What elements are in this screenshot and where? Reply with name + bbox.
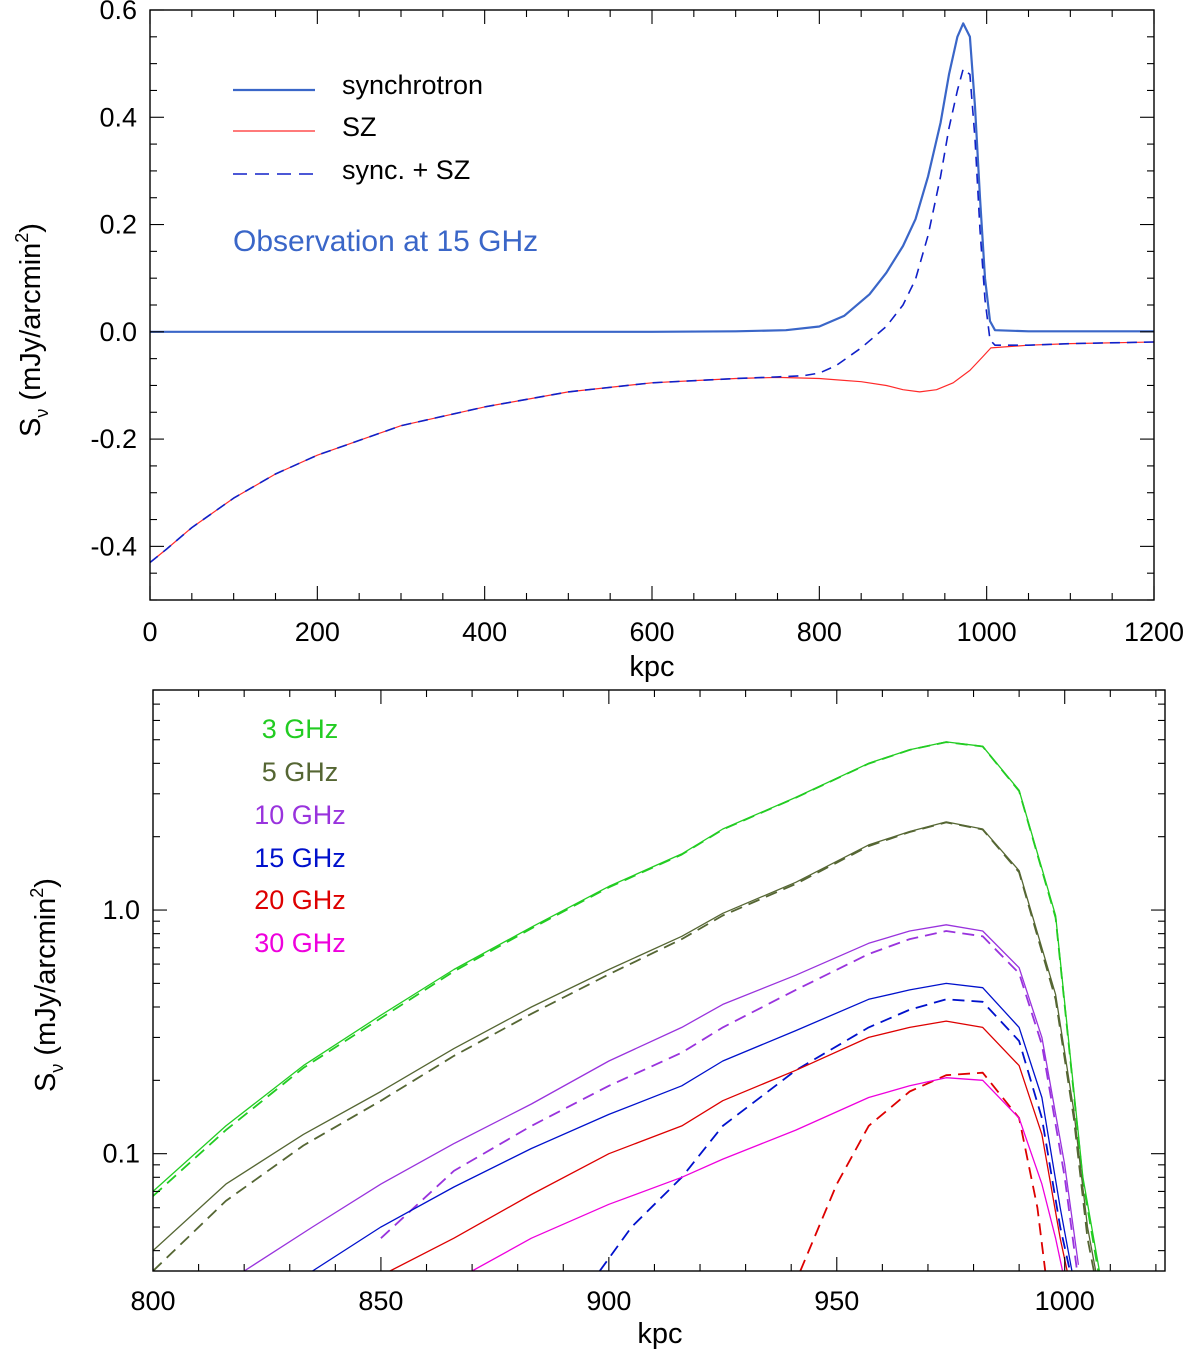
x-tick-label: 900 [586, 1286, 631, 1316]
series-line-15-ghz-solid [312, 982, 1073, 1271]
x-tick-label: 1200 [1124, 617, 1184, 647]
series-line-3-ghz-dashed [153, 741, 1100, 1271]
series-line-15-ghz-dashed [598, 998, 1071, 1271]
x-tick-label: 950 [814, 1286, 859, 1316]
x-tick-label: 400 [462, 617, 507, 647]
series-line-sz [149, 341, 1155, 563]
bottom-x-axis-title: kpc [637, 1318, 682, 1350]
y-tick-label: -0.2 [90, 424, 137, 454]
top-x-axis-title: kpc [629, 651, 674, 683]
top-axis-ticks [149, 9, 1155, 601]
x-tick-label: 800 [797, 617, 842, 647]
y-tick-label: 0.1 [102, 1139, 140, 1169]
legend-10ghz: 10 GHz [254, 800, 346, 830]
series-line-10-ghz-dashed [380, 930, 1078, 1271]
series-line-10-ghz-solid [243, 924, 1080, 1271]
y-tick-label: 0.2 [99, 210, 137, 240]
x-tick-label: 850 [358, 1286, 403, 1316]
bottom-legend: 3 GHz 5 GHz 10 GHz 15 GHz 20 GHz 30 GHz [254, 714, 346, 958]
bottom-axis-ticks [152, 689, 1165, 1271]
top-panel: 0 200 400 600 800 1000 1200 -0.4 -0.2 0.0 0.2 0.4 0… [12, 0, 1184, 683]
series-line-30-ghz-solid [471, 1077, 1064, 1271]
y-tick-label: 0.6 [99, 0, 137, 25]
y-tick-label: -0.4 [90, 531, 137, 561]
legend-30ghz: 30 GHz [254, 928, 346, 958]
series-line-5-ghz-dashed [153, 821, 1095, 1271]
observation-annotation: Observation at 15 GHz [233, 225, 538, 258]
bottom-plot-curves [153, 741, 1101, 1271]
series-line-synchrotron [150, 22, 1154, 333]
y-tick-label: 0.0 [99, 317, 137, 347]
legend-label-sz: SZ [342, 112, 377, 142]
legend-label-synchrotron: synchrotron [342, 70, 483, 100]
legend-5ghz: 5 GHz [262, 757, 339, 787]
top-plot-frame [149, 9, 1155, 601]
top-plot-curves [149, 22, 1155, 564]
legend-3ghz: 3 GHz [262, 714, 339, 744]
series-line-20-ghz-solid [389, 1020, 1068, 1271]
bottom-x-tick-labels: 800 850 900 950 1000 [130, 1286, 1094, 1316]
bottom-panel: 800 850 900 950 1000 0.1 1.0 kpc Sν (mJy/arcm… [27, 689, 1166, 1350]
x-tick-label: 600 [629, 617, 674, 647]
series-line-sync-sz [149, 68, 1155, 564]
top-y-tick-labels: -0.4 -0.2 0.0 0.2 0.4 0.6 [90, 0, 137, 561]
y-tick-label: 1.0 [102, 895, 140, 925]
x-tick-label: 200 [295, 617, 340, 647]
bottom-y-axis-title: Sν (mJy/arcmin2) [27, 878, 67, 1092]
x-tick-label: 1000 [1035, 1286, 1095, 1316]
legend-20ghz: 20 GHz [254, 885, 346, 915]
y-tick-label: 0.4 [99, 102, 137, 132]
x-tick-label: 1000 [957, 617, 1017, 647]
series-line-5-ghz-solid [153, 821, 1097, 1271]
legend-15ghz: 15 GHz [254, 843, 346, 873]
series-line-20-ghz-dashed [799, 1071, 1047, 1271]
top-y-axis-title: Sν (mJy/arcmin2) [12, 223, 52, 437]
top-x-tick-labels: 0 200 400 600 800 1000 1200 [142, 617, 1184, 647]
legend-label-sync-sz: sync. + SZ [342, 155, 470, 185]
top-legend: synchrotron SZ sync. + SZ [233, 70, 483, 185]
x-tick-label: 0 [142, 617, 157, 647]
x-tick-label: 800 [130, 1286, 175, 1316]
bottom-plot-frame [152, 689, 1166, 1272]
bottom-y-tick-labels: 0.1 1.0 [102, 895, 140, 1169]
